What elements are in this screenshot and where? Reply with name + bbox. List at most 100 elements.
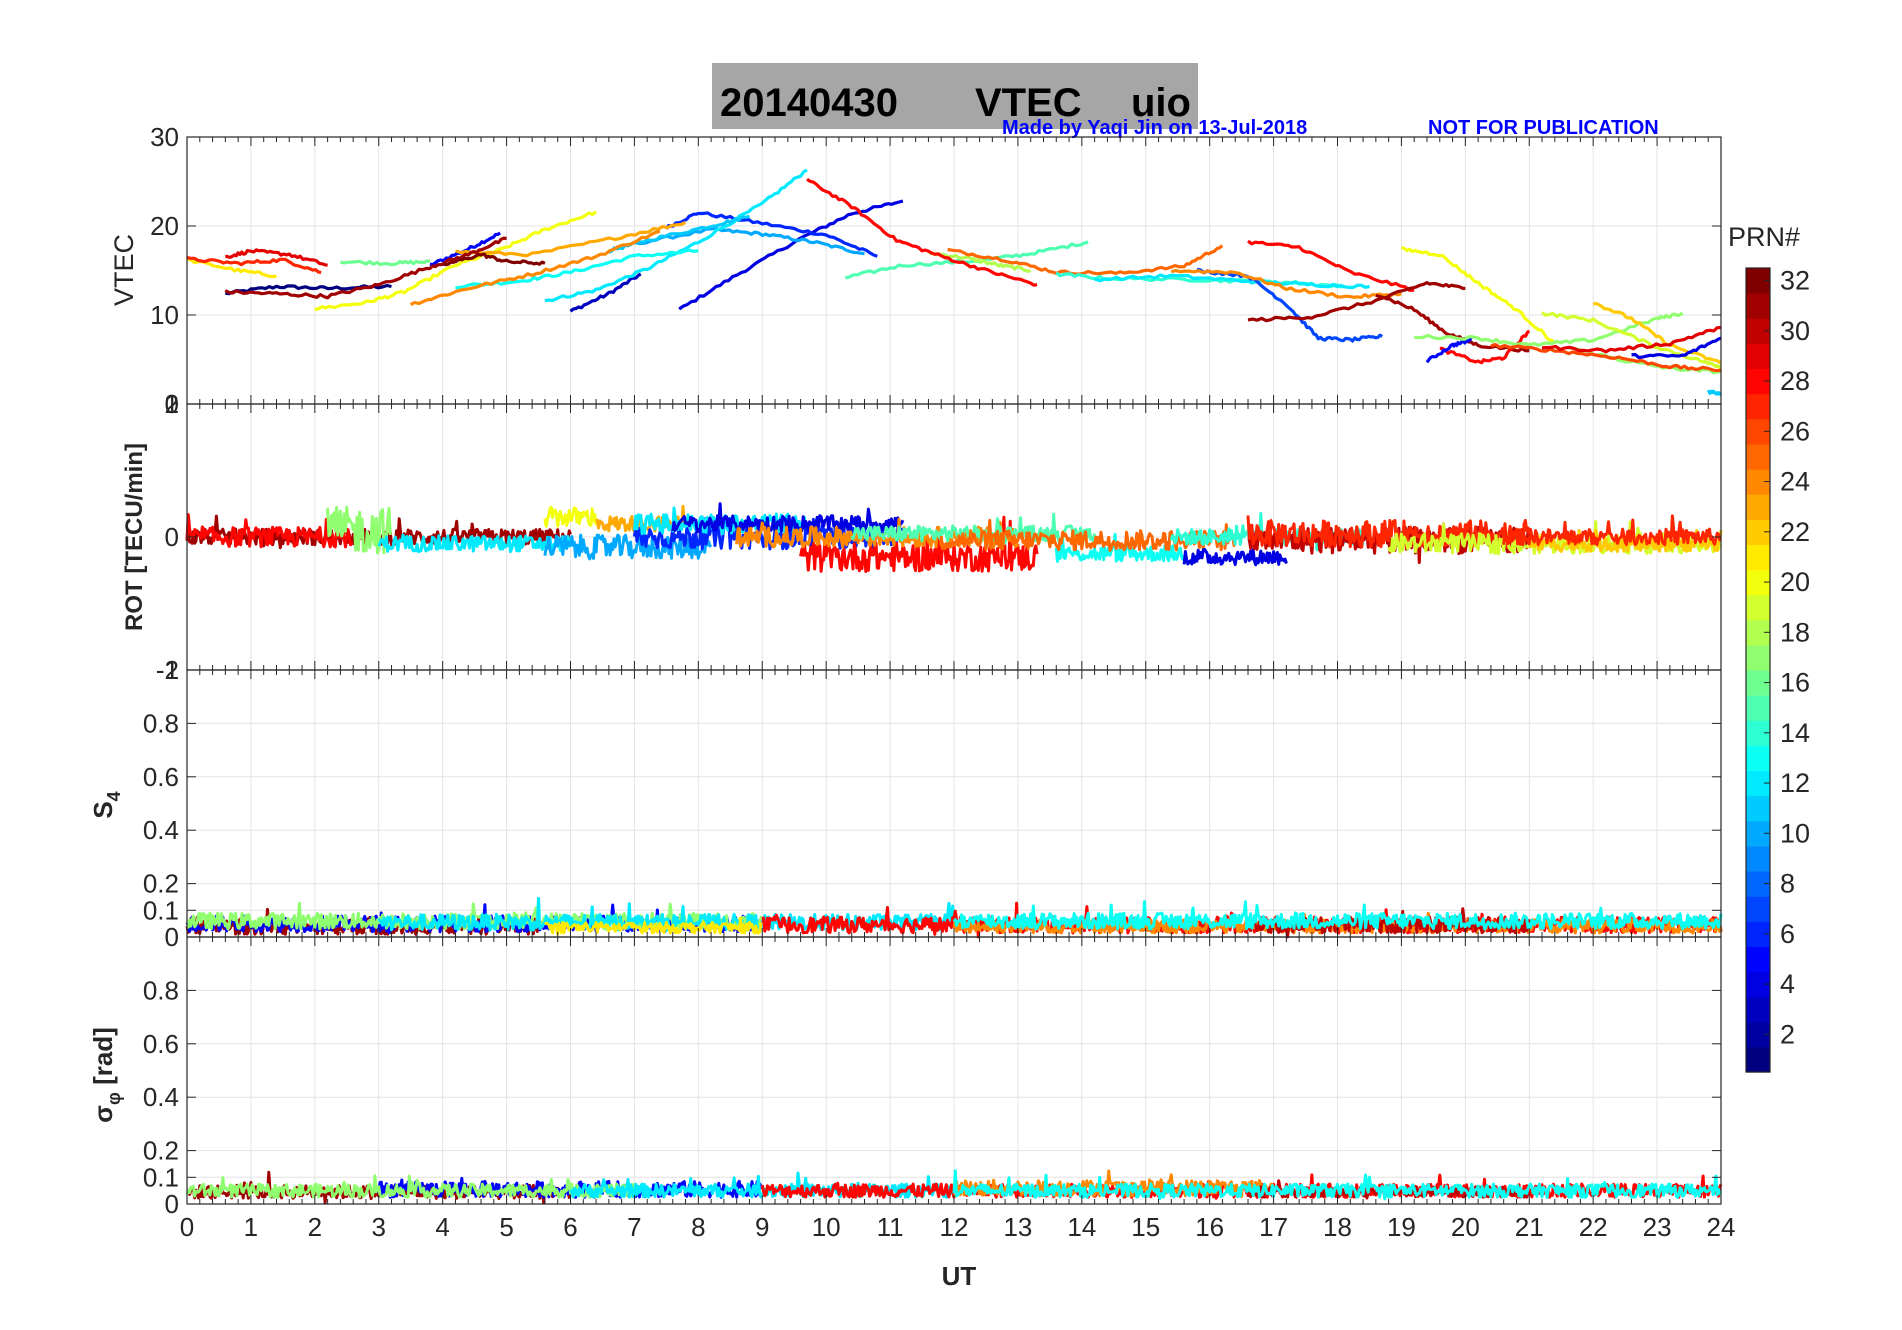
s4-ytick-label: 0.4 xyxy=(143,815,179,845)
colorbar-swatch-9 xyxy=(1746,845,1770,872)
colorbar-swatch-17 xyxy=(1746,644,1770,671)
colorbar-swatch-15 xyxy=(1746,695,1770,721)
s4-series-prn-21 xyxy=(544,916,763,936)
rot-series-prn-10 xyxy=(543,533,713,561)
s4-ytick-label: 0.8 xyxy=(143,708,179,738)
colorbar-swatch-13 xyxy=(1746,745,1770,772)
xtick-label: 15 xyxy=(1131,1212,1160,1242)
vtec-series-prn-20 xyxy=(314,210,598,312)
xtick-label: 11 xyxy=(877,1212,904,1242)
colorbar-tick-label: 22 xyxy=(1780,517,1810,547)
xtick-label: 8 xyxy=(691,1212,705,1242)
rot-ylabel: ROT [TECU/min] xyxy=(121,443,148,631)
colorbar-tick-label: 4 xyxy=(1780,969,1795,999)
xtick-label: 9 xyxy=(755,1212,769,1242)
colorbar-tick-label: 2 xyxy=(1780,1019,1795,1049)
vtec-series-prn-32 xyxy=(442,252,546,267)
vtec-series-prn-5 xyxy=(429,231,501,267)
vtec-ticks: 0 10 20 30 xyxy=(150,122,1722,419)
colorbar-swatch-7 xyxy=(1746,896,1770,922)
xtick-label: 16 xyxy=(1195,1212,1224,1242)
colorbar-swatch-27 xyxy=(1746,393,1770,420)
vtec-series-prn-28 xyxy=(1247,239,1415,292)
colorbar-swatch-31 xyxy=(1746,293,1770,319)
rot-panel: -202-11 ROT [TECU/min] xyxy=(121,389,1723,685)
xtick-label: 24 xyxy=(1707,1212,1736,1242)
rot-series-prn-28 xyxy=(185,513,354,549)
colorbar-swatch-1 xyxy=(1746,1046,1770,1073)
vtec-series-prn-16 xyxy=(340,259,431,267)
vtec-series-prn-22 xyxy=(1592,301,1722,365)
vtec-series-prn-31 xyxy=(1375,293,1530,353)
vtec-series-prn-24 xyxy=(409,229,661,307)
sigma-phi-ytick-label: 0.4 xyxy=(143,1082,179,1112)
s4-ticks: 00.10.2 0.4 0.6 0.8 1 xyxy=(143,655,1722,952)
vtec-series-prn-12 xyxy=(544,168,808,303)
rot-ytick-label-overlap: -1 xyxy=(156,655,179,685)
xtick-label: 17 xyxy=(1259,1212,1288,1242)
vtec-series-prn-10 xyxy=(634,226,865,256)
vtec-series-prn-26 xyxy=(1490,342,1722,373)
colorbar-tick-label: 24 xyxy=(1780,467,1810,497)
rot-series-prn-17 xyxy=(326,505,392,555)
vtec-series-prn-23 xyxy=(455,220,687,258)
xtick-label: 2 xyxy=(308,1212,322,1242)
rot-ytick-label: -2 xyxy=(156,655,179,685)
colorbar-label: PRN# xyxy=(1728,222,1800,252)
xtick-label: 10 xyxy=(812,1212,841,1242)
vtec-ytick-label: 30 xyxy=(150,122,179,152)
xtick-label: 3 xyxy=(372,1212,386,1242)
x-axis-label: UT xyxy=(942,1261,977,1291)
vtec-series-prn-4 xyxy=(678,199,904,311)
vtec-series-prn-19 xyxy=(1541,311,1722,369)
sigma-phi-ytick-label: 0.8 xyxy=(143,975,179,1005)
s4-series-prn-13 xyxy=(952,900,1723,931)
xtick-label: 6 xyxy=(563,1212,577,1242)
sigma-phi-grid xyxy=(187,937,1721,1204)
notice-text: NOT FOR PUBLICATION xyxy=(1428,117,1659,139)
colorbar-tick-label: 6 xyxy=(1780,919,1795,949)
title-banner: 20140430 VTEC uio Made by Yaqi Jin on 13… xyxy=(712,63,1659,139)
s4-ytick-label: 0.1 xyxy=(143,895,179,925)
vtec-series-prn-29 xyxy=(1541,325,1722,354)
sigma-phi-ytick-label: 0.2 xyxy=(143,1136,179,1166)
vtec-series-prn-11 xyxy=(1706,389,1722,396)
title-background xyxy=(712,63,1198,129)
colorbar-frame xyxy=(1745,267,1771,1073)
colorbar-tick-label: 30 xyxy=(1780,316,1810,346)
vtec-panel: 0 10 20 30 VTEC xyxy=(109,122,1722,419)
colorbar-swatch-21 xyxy=(1746,544,1770,571)
rot-series-prn-12 xyxy=(377,533,572,554)
xtick-label: 14 xyxy=(1067,1212,1096,1242)
colorbar-tick-label: 8 xyxy=(1780,869,1795,899)
rot-series-prn-27 xyxy=(1502,514,1722,547)
xtick-label: 12 xyxy=(940,1212,969,1242)
title-station: uio xyxy=(1131,81,1191,125)
vtec-series-prn-5 xyxy=(1425,337,1473,364)
s4-grid xyxy=(187,670,1721,937)
xtick-label: 21 xyxy=(1515,1212,1544,1242)
rot-series-prn-4 xyxy=(1182,547,1288,567)
sigma-phi-ytick-label: 0.6 xyxy=(143,1029,179,1059)
colorbar-swatch-19 xyxy=(1746,594,1770,621)
colorbar-swatch-11 xyxy=(1746,795,1770,822)
xtick-label: 0 xyxy=(180,1212,194,1242)
sigma-phi-ytick-label: 0.1 xyxy=(143,1162,179,1192)
xtick-label: 18 xyxy=(1323,1212,1352,1242)
title-date: 20140430 xyxy=(720,81,898,125)
colorbar-swatch-25 xyxy=(1746,443,1770,470)
title-main: VTEC xyxy=(975,81,1082,125)
vtec-series-prn-4 xyxy=(1631,336,1722,360)
vtec-series-prn-17 xyxy=(1414,311,1684,347)
vtec-ylabel: VTEC xyxy=(109,234,139,306)
s4-ytick-label: 0 xyxy=(165,922,179,952)
colorbar-tick-label: 20 xyxy=(1780,567,1810,597)
rot-series-prn-20 xyxy=(543,505,598,528)
vtec-ytick-label: 10 xyxy=(150,300,179,330)
rot-ytick-label-overlap: 1 xyxy=(165,389,179,419)
vtec-ytick-label: 20 xyxy=(150,211,179,241)
rot-ytick-label: 0 xyxy=(165,522,179,552)
